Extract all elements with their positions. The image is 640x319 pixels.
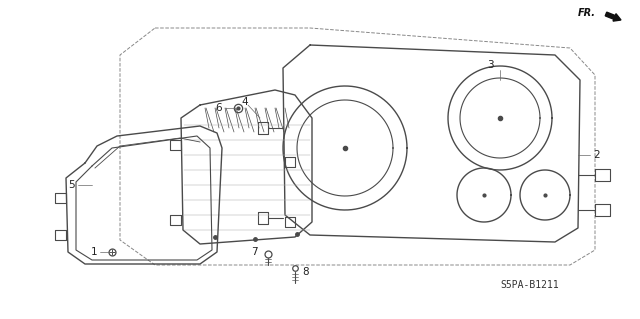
- Text: 8: 8: [302, 267, 308, 277]
- Text: S5PA-B1211: S5PA-B1211: [500, 280, 559, 290]
- FancyArrow shape: [605, 12, 621, 21]
- Text: 2: 2: [593, 150, 600, 160]
- Text: 3: 3: [486, 60, 493, 70]
- Text: 6: 6: [216, 103, 222, 113]
- Text: 5: 5: [68, 180, 75, 190]
- Text: FR.: FR.: [578, 8, 596, 18]
- Text: 7: 7: [252, 247, 258, 257]
- Text: 1: 1: [90, 247, 97, 257]
- Text: 4: 4: [242, 97, 248, 107]
